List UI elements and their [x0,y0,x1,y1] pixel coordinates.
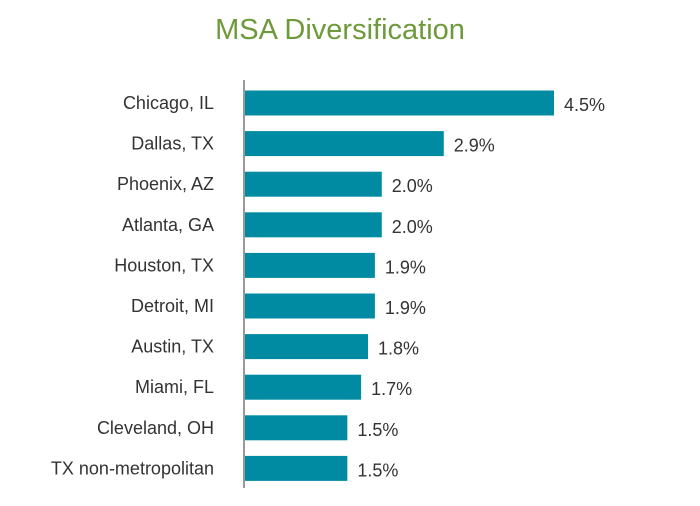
bar [244,90,554,116]
bar [244,455,348,481]
value-label: 1.5% [357,420,398,440]
category-label: Phoenix, AZ [117,174,214,194]
bar [244,334,368,360]
value-label: 1.9% [385,257,426,277]
category-label: TX non-metropolitan [51,458,214,478]
category-labels: Chicago, IL Dallas, TX Phoenix, AZ Atlanta,… [51,93,214,478]
value-label: 1.7% [371,379,412,399]
category-label: Atlanta, GA [122,215,214,235]
value-label: 1.9% [385,298,426,318]
bar [244,171,382,197]
bar [244,252,375,278]
value-label: 1.5% [357,460,398,480]
bar [244,415,348,441]
value-labels: 4.5% 2.9% 2.0% 2.0% 1.9% 1.9% 1.8% 1.7% 1.5% 1.5% [357,95,605,480]
bars-group [244,90,554,481]
bar [244,131,444,157]
category-label: Dallas, TX [131,134,214,154]
category-label: Austin, TX [131,337,214,357]
category-label: Houston, TX [114,255,214,275]
category-label: Detroit, MI [131,296,214,316]
chart-title: MSA Diversification [215,14,465,46]
value-label: 2.0% [392,217,433,237]
value-label: 1.8% [378,339,419,359]
bar [244,374,362,400]
value-label: 4.5% [564,95,605,115]
value-label: 2.0% [392,176,433,196]
bar [244,293,375,319]
category-label: Chicago, IL [123,93,214,113]
category-label: Cleveland, OH [97,418,214,438]
bar [244,212,382,238]
value-label: 2.9% [454,136,495,156]
category-label: Miami, FL [135,377,214,397]
